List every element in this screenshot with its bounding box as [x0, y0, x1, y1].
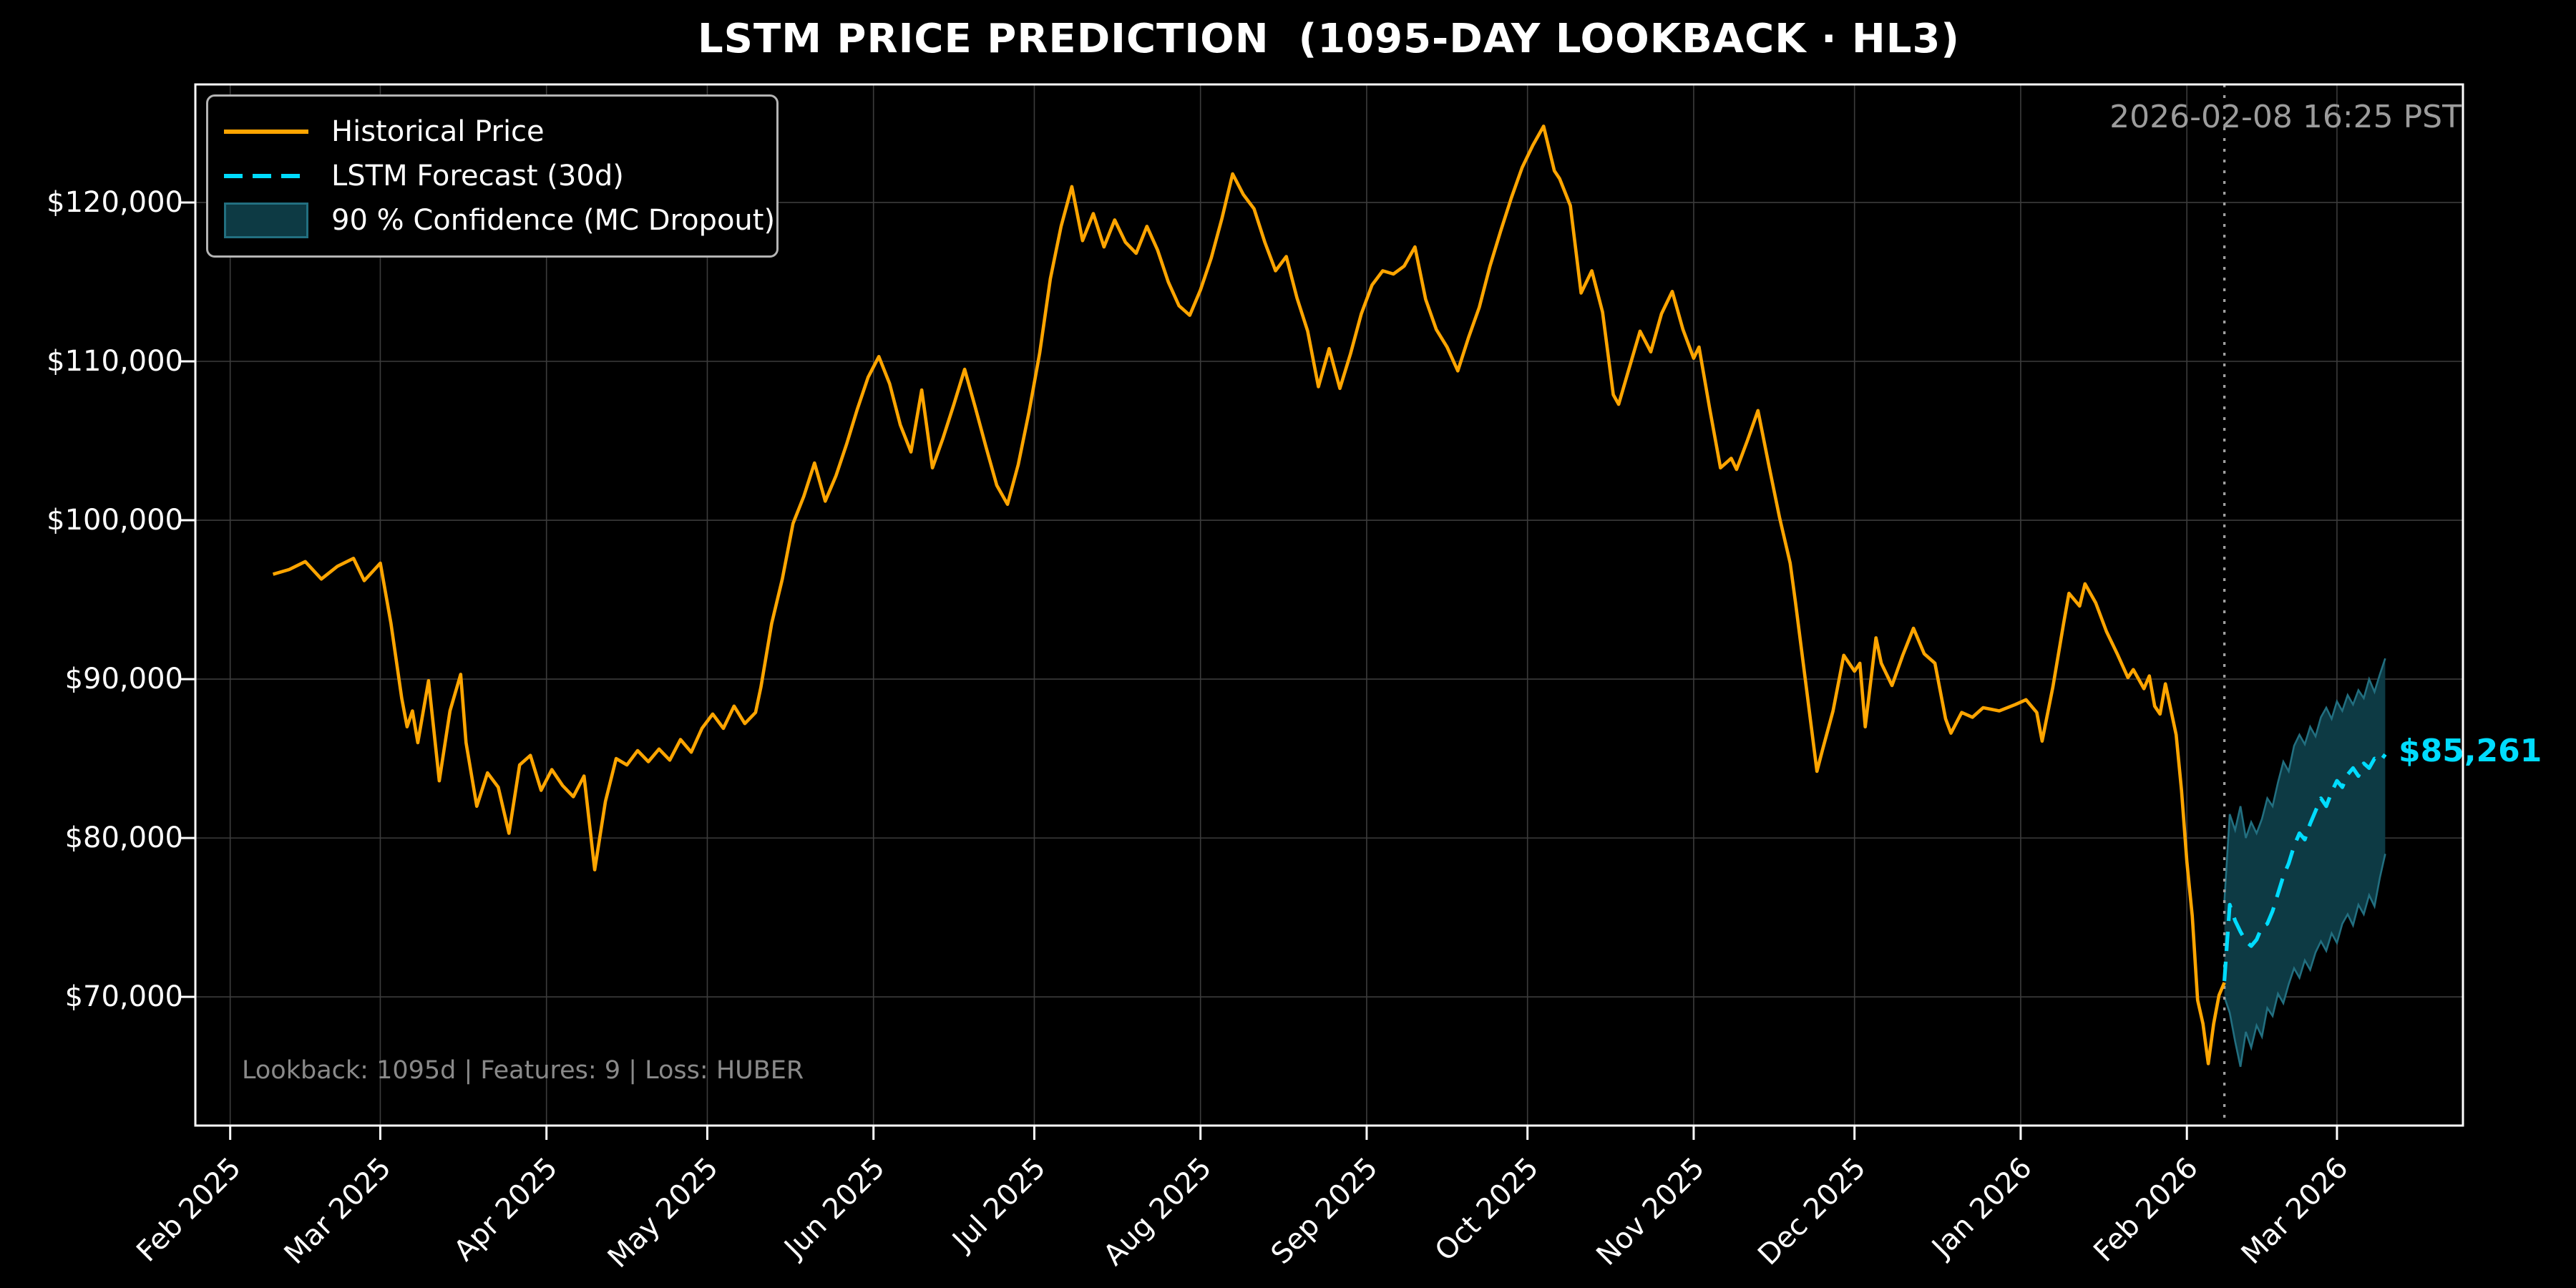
- forecast-timestamp: 2026-02-08 16:25 PST: [2109, 99, 2462, 135]
- legend-item: 90 % Confidence (MC Dropout): [224, 198, 775, 243]
- y-tick-label: $90,000: [64, 663, 183, 696]
- confidence-upper-edge: [2223, 658, 2386, 902]
- lstm-forecast-line: [2223, 753, 2387, 982]
- forecast-dashed-marker-icon: [224, 174, 308, 178]
- y-tick-label: $100,000: [47, 504, 183, 537]
- forecast-value-label: $85,261: [2399, 733, 2542, 770]
- y-tick-label: $70,000: [64, 980, 183, 1014]
- confidence-lower-edge: [2223, 854, 2386, 1068]
- legend-item-label: 90 % Confidence (MC Dropout): [331, 204, 776, 237]
- y-tick-label: $120,000: [47, 185, 183, 219]
- model-config-note: Lookback: 1095d | Features: 9 | Loss: HU…: [242, 1056, 804, 1085]
- legend-box: Historical Price LSTM Forecast (30d) 90 % …: [206, 94, 779, 258]
- confidence-patch-marker-icon: [224, 203, 308, 238]
- legend-item-label: Historical Price: [331, 115, 545, 148]
- historical-price-line: [272, 125, 2226, 1065]
- historical-line-marker-icon: [224, 130, 308, 134]
- y-tick-label: $110,000: [47, 345, 183, 378]
- legend-item: Historical Price: [224, 109, 758, 154]
- legend-item: LSTM Forecast (30d): [224, 154, 758, 198]
- legend-item-label: LSTM Forecast (30d): [331, 160, 624, 192]
- plot-spines: [194, 83, 2464, 1127]
- chart-title: LSTM PRICE PREDICTION (1095-DAY LOOKBACK…: [697, 16, 1960, 62]
- confidence-band: [2224, 658, 2386, 1067]
- y-tick-label: $80,000: [64, 821, 183, 855]
